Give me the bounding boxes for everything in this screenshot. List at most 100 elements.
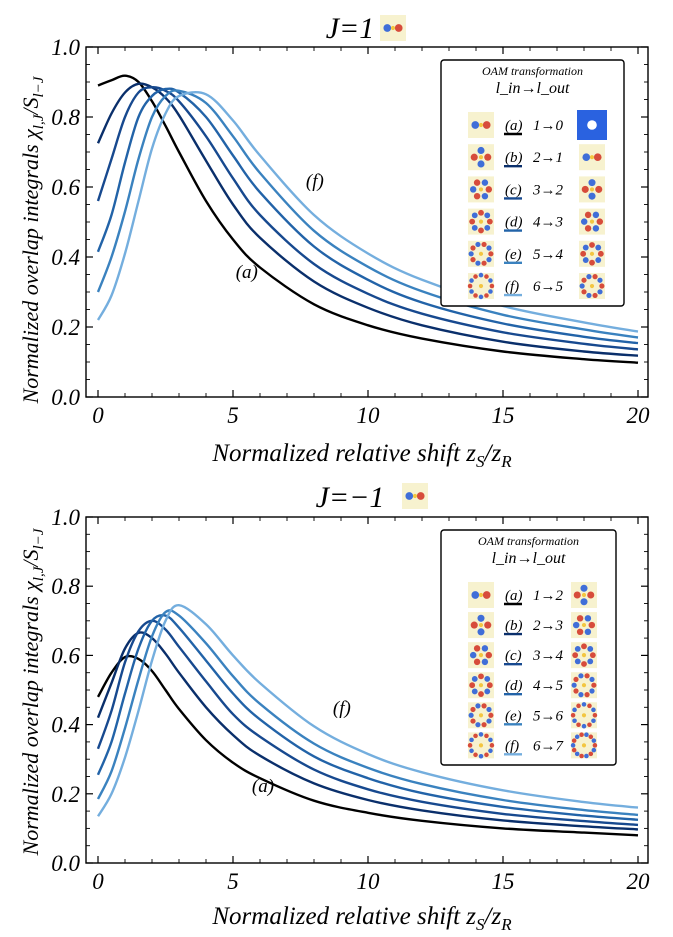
mode-pattern-icon xyxy=(468,240,494,267)
x-axis-label: Normalized relative shift zS/zR xyxy=(211,440,512,471)
x-tick-label: 15 xyxy=(492,403,515,428)
series-line-b xyxy=(96,631,639,831)
mode-pattern-icon xyxy=(577,110,607,140)
legend-entry-label: (d) xyxy=(505,678,523,694)
x-tick-label: 0 xyxy=(92,869,104,894)
x-ticks: 0 5 10 15 20 xyxy=(92,47,650,428)
legend-entry: (e) 5→4 xyxy=(468,240,605,267)
y-tick-label: 0.4 xyxy=(51,713,80,738)
chart-title: J=−1 xyxy=(316,481,385,514)
x-tick-label: 10 xyxy=(357,403,381,428)
x-tick-label: 20 xyxy=(627,869,651,894)
mode-pattern-icon xyxy=(571,612,597,639)
legend-entry-label: (e) xyxy=(505,247,522,263)
mode-pattern-icon xyxy=(402,483,428,509)
mode-pattern-icon xyxy=(571,582,597,608)
legend-entry-transform: 6→7 xyxy=(533,738,565,754)
legend-entry-transform: 4→5 xyxy=(533,678,564,694)
legend-subtitle: l_in→l_out xyxy=(496,80,570,97)
y-tick-label: 0.8 xyxy=(51,105,80,130)
mode-pattern-icon xyxy=(380,15,406,41)
y-tick-label: 0.0 xyxy=(51,851,80,876)
annotation-label: (f) xyxy=(333,698,351,719)
y-tick-label: 0.6 xyxy=(51,643,80,668)
annotations: (f) (a) xyxy=(236,171,324,283)
legend-entry-label: (b) xyxy=(505,150,523,166)
legend-entry: (c) 3→4 xyxy=(468,642,597,669)
legend-entry-transform: 2→3 xyxy=(533,618,563,634)
legend-entry: (e) 5→6 xyxy=(468,702,598,729)
mode-pattern-icon xyxy=(468,612,494,639)
x-axis-label: Normalized relative shift zS/zR xyxy=(211,903,512,934)
legend-entry: (b) 2→3 xyxy=(468,612,597,639)
annotation-label: (f) xyxy=(306,171,324,192)
mode-pattern-icon xyxy=(579,208,605,235)
annotation-label: (a) xyxy=(252,776,274,797)
y-tick-label: 0.8 xyxy=(51,574,80,599)
legend-entry-label: (c) xyxy=(505,648,522,664)
legend-entry-transform: 1→0 xyxy=(533,118,564,134)
x-ticks: 0 5 10 15 20 xyxy=(92,517,650,894)
title-mode-icon xyxy=(380,15,406,41)
legend-entry-transform: 5→4 xyxy=(533,247,564,263)
x-tick-label: 15 xyxy=(492,869,515,894)
y-axis-label: Normalized overlap integrals χl,J/Sl−J xyxy=(18,527,47,856)
legend-entry: (a) 1→0 xyxy=(468,110,607,140)
legend-entry-label: (c) xyxy=(505,182,522,198)
y-ticks: 0.0 0.2 0.4 0.6 0.8 1.0 xyxy=(51,505,648,876)
legend-entry-transform: 1→2 xyxy=(533,588,564,604)
y-tick-label: 0.2 xyxy=(51,782,80,807)
legend-entry-label: (e) xyxy=(505,708,522,724)
y-tick-label: 1.0 xyxy=(51,35,80,60)
y-tick-label: 0.0 xyxy=(51,385,80,410)
mode-pattern-icon xyxy=(468,672,494,699)
mode-pattern-icon xyxy=(468,144,494,171)
legend-entry-label: (f) xyxy=(505,738,519,754)
legend-entry: (f) 6→5 xyxy=(467,272,605,300)
legend: OAM transformation l_in→l_out (a) 1→0 (b) 2→1… xyxy=(440,59,625,307)
legend-entry: (c) 3→2 xyxy=(468,176,605,203)
mode-pattern-icon xyxy=(468,208,494,235)
series-line-f xyxy=(96,604,639,817)
series-line-a xyxy=(96,654,639,837)
legend: OAM transformation l_in→l_out (a) 1→2 (b) 2→3… xyxy=(440,529,617,766)
title-mode-icon xyxy=(402,483,428,509)
series-lines xyxy=(96,604,639,837)
legend-entry-transform: 3→2 xyxy=(532,182,564,198)
series-line-e xyxy=(96,89,639,339)
x-tick-label: 20 xyxy=(627,403,651,428)
legend-title: OAM transformation xyxy=(478,534,579,548)
mode-pattern-icon xyxy=(579,273,605,300)
legend-entry-label: (d) xyxy=(505,215,523,231)
series-line-b xyxy=(96,82,639,357)
series-line-c xyxy=(96,86,639,351)
legend-entry: (d) 4→5 xyxy=(468,672,597,699)
annotation-label: (a) xyxy=(236,262,258,283)
series-line-c xyxy=(96,619,639,827)
legend-entry-transform: 3→4 xyxy=(532,648,564,664)
mode-pattern-icon xyxy=(571,642,597,669)
mode-pattern-icon xyxy=(579,144,605,171)
legend-entry: (a) 1→2 xyxy=(468,582,597,608)
x-tick-label: 5 xyxy=(227,869,239,894)
legend-entry-label: (a) xyxy=(505,588,523,604)
y-axis-label: Normalized overlap integrals χl,J/Sl−J xyxy=(18,75,47,404)
legend-entry-transform: 6→5 xyxy=(533,279,564,295)
legend-entry: (f) 6→7 xyxy=(467,732,598,759)
x-tick-label: 10 xyxy=(357,869,381,894)
legend-entry-transform: 4→3 xyxy=(533,215,563,231)
mode-pattern-icon xyxy=(468,112,494,138)
y-tick-label: 1.0 xyxy=(51,505,80,530)
legend-entry-label: (b) xyxy=(505,618,523,634)
mode-pattern-icon xyxy=(579,240,605,267)
legend-entry-transform: 5→6 xyxy=(533,708,564,724)
mode-pattern-icon xyxy=(579,176,605,203)
mode-pattern-icon xyxy=(467,272,495,300)
mode-pattern-icon xyxy=(570,702,598,729)
y-ticks: 0.0 0.2 0.4 0.6 0.8 1.0 xyxy=(51,35,648,410)
legend-entry: (b) 2→1 xyxy=(468,144,605,171)
series-line-d xyxy=(96,87,639,345)
panel-j-minus-1: J=−1 Normalized overlap integrals χl,J/S… xyxy=(18,481,650,934)
mode-pattern-icon xyxy=(468,176,494,203)
legend-entry-label: (f) xyxy=(505,279,519,295)
